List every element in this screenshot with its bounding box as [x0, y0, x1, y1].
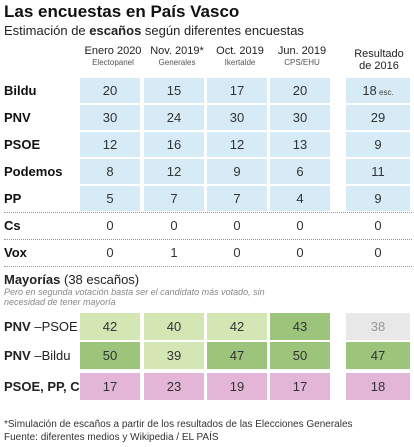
- majority-label: PNV –Bildu: [4, 348, 70, 363]
- seat-cell: 12: [80, 132, 140, 157]
- seat-cell: 5: [80, 186, 140, 211]
- result-cell: 29: [346, 105, 410, 130]
- result-cell: 11: [346, 159, 410, 184]
- party-label: Vox: [4, 245, 27, 260]
- majority-label: PSOE, PP, Cs: [4, 379, 87, 394]
- result-cell: 0: [346, 213, 410, 238]
- chart-subtitle: Estimación de escaños según diferentes e…: [4, 23, 304, 38]
- party-label: Podemos: [4, 164, 63, 179]
- majority-cell: 50: [80, 342, 140, 369]
- seat-cell: 7: [207, 186, 267, 211]
- source-note: Fuente: diferentes medios y Wikipedia / …: [4, 432, 219, 443]
- result-value: 18: [362, 83, 377, 98]
- majority-cell: 17: [80, 373, 140, 400]
- majority-cell: 47: [207, 342, 267, 369]
- seat-cell: 15: [144, 78, 204, 103]
- majority-label-bold: PSOE, PP, Cs: [4, 379, 87, 394]
- result-cell: 9: [346, 186, 410, 211]
- seat-cell: 24: [144, 105, 204, 130]
- seat-cell: 0: [106, 245, 114, 260]
- result-value: 0: [374, 245, 382, 260]
- seat-cell: 17: [207, 78, 267, 103]
- majority-result-cell: 47: [346, 342, 410, 369]
- seat-cell: 4: [270, 186, 330, 211]
- seat-cell: 12: [207, 132, 267, 157]
- result-cell: 0: [346, 240, 410, 265]
- seat-cell: 0: [233, 245, 241, 260]
- seat-cell: 20: [80, 78, 140, 103]
- seat-cell: 0: [296, 245, 304, 260]
- row-separator: [4, 212, 412, 213]
- seat-cell: 30: [207, 105, 267, 130]
- result-value: 9: [374, 137, 382, 152]
- majority-cell: 40: [144, 313, 204, 340]
- party-label: Bildu: [4, 83, 37, 98]
- seat-cell: 6: [270, 159, 330, 184]
- seat-cell: 13: [270, 132, 330, 157]
- seat-cell: 9: [207, 159, 267, 184]
- majority-label-rest: –Bildu: [30, 348, 71, 363]
- majority-cell: 42: [80, 313, 140, 340]
- majority-cell: 43: [270, 313, 330, 340]
- result-value: 0: [374, 218, 382, 233]
- majority-cell: 50: [270, 342, 330, 369]
- majority-label: PNV –PSOE: [4, 319, 78, 334]
- result-cell: 9: [346, 132, 410, 157]
- seat-cell: 12: [144, 159, 204, 184]
- majority-label-rest: –PSOE: [30, 319, 78, 334]
- result-value: 9: [374, 191, 382, 206]
- column-header-oct-2019: Oct. 2019 Ikertalde: [216, 45, 264, 68]
- seat-cell: 8: [80, 159, 140, 184]
- chart-title: Las encuestas en País Vasco: [4, 2, 240, 21]
- majority-cell: 39: [144, 342, 204, 369]
- result-unit-note: esc.: [376, 88, 394, 97]
- seat-cell: 0: [106, 218, 114, 233]
- column-header-jun-2019: Jun. 2019 CPS/EHU: [277, 45, 327, 68]
- seat-cell: 0: [233, 218, 241, 233]
- column-header-resultado-2016: Resultado de 2016: [354, 48, 404, 72]
- majority-result-cell: 38: [346, 313, 410, 340]
- majority-result-cell: 18: [346, 373, 410, 400]
- result-value: 11: [371, 164, 385, 179]
- party-label: PSOE: [4, 137, 41, 152]
- seat-cell: 0: [170, 218, 178, 233]
- row-separator: [4, 239, 412, 240]
- majority-cell: 19: [207, 373, 267, 400]
- party-label: Cs: [4, 218, 21, 233]
- majority-label-bold: PNV: [4, 319, 31, 334]
- result-value: 29: [370, 110, 386, 125]
- seat-cell: 20: [270, 78, 330, 103]
- majority-cell: 23: [144, 373, 204, 400]
- party-label: PP: [4, 191, 22, 206]
- result-cell: 18 esc.: [346, 78, 410, 103]
- seat-cell: 0: [296, 218, 304, 233]
- row-separator: [4, 266, 412, 267]
- majority-cell: 17: [270, 373, 330, 400]
- column-header-nov-2019: Nov. 2019* Generales: [150, 45, 204, 68]
- seat-cell: 30: [270, 105, 330, 130]
- footnote: *Simulación de escaños a partir de los r…: [4, 419, 353, 430]
- majorities-note: Pero en segunda votación basta ser el ca…: [4, 287, 265, 307]
- seat-cell: 16: [144, 132, 204, 157]
- majority-cell: 42: [207, 313, 267, 340]
- seat-cell: 1: [170, 245, 178, 260]
- seat-cell: 30: [80, 105, 140, 130]
- column-header-enero-2020: Enero 2020 Electopanel: [84, 45, 142, 68]
- party-label: PNV: [4, 110, 31, 125]
- majority-label-bold: PNV: [4, 348, 31, 363]
- seat-cell: 7: [144, 186, 204, 211]
- majorities-title: Mayorías (38 escaños): [4, 272, 140, 287]
